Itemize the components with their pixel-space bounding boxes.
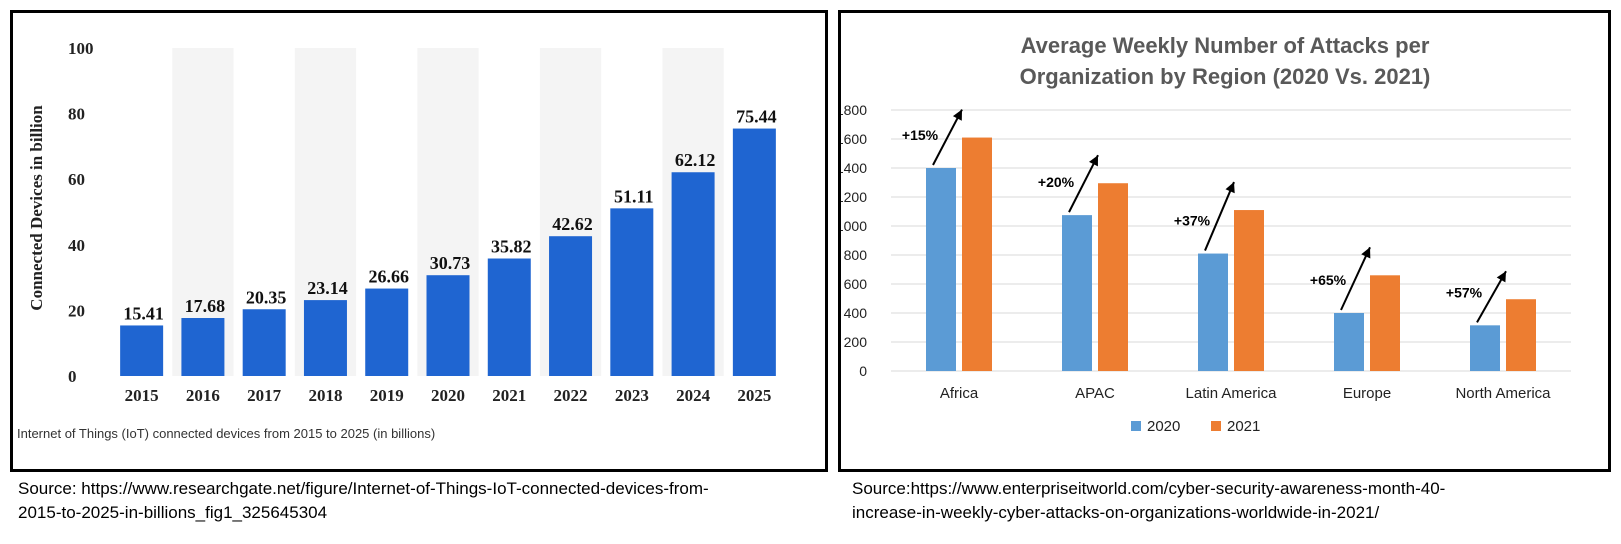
iot-chart-caption: Internet of Things (IoT) connected devic… [17, 426, 435, 441]
iot-value-label: 23.14 [307, 278, 348, 298]
iot-value-label: 20.35 [246, 287, 287, 307]
iot-value-label: 51.11 [614, 186, 654, 206]
iot-y-tick-label: 80 [68, 105, 85, 124]
iot-bar-2023 [610, 208, 654, 376]
attacks-x-tick-label: Africa [940, 385, 979, 402]
increase-arrow-head [1225, 182, 1235, 194]
iot-y-axis-label: Connected Devices in billion [27, 105, 46, 311]
iot-y-tick-label: 40 [68, 236, 85, 255]
attacks-y-tick-label: 400 [844, 305, 868, 321]
legend-label-2020: 2020 [1147, 418, 1180, 435]
attacks-bar-2020-1 [1062, 215, 1092, 371]
attacks-bar-2021-4 [1506, 299, 1536, 371]
increase-arrow-head [1361, 247, 1371, 259]
iot-y-tick-label: 100 [68, 39, 94, 58]
iot-x-tick-label: 2019 [370, 386, 404, 405]
increase-arrow [932, 109, 963, 166]
iot-bar-2018 [303, 300, 347, 376]
increase-arrow-head [1089, 155, 1098, 167]
attacks-x-tick-label: North America [1455, 385, 1551, 402]
iot-value-label: 17.68 [185, 296, 226, 316]
iot-y-tick-label: 0 [68, 367, 77, 386]
attacks-bar-2021-0 [962, 137, 992, 371]
attacks-bar-2020-0 [926, 168, 956, 371]
iot-value-label: 35.82 [491, 237, 532, 257]
iot-bar-2016 [181, 318, 225, 376]
attacks-x-tick-label: APAC [1075, 385, 1115, 402]
iot-bar-2017 [242, 309, 286, 376]
attacks-y-tick-label: 1200 [841, 189, 867, 205]
iot-value-label: 15.41 [123, 303, 164, 323]
iot-x-tick-label: 2024 [676, 386, 711, 405]
attacks-y-tick-label: 200 [844, 334, 868, 350]
increase-arrow [1068, 154, 1099, 213]
attacks-y-tick-label: 1800 [841, 102, 867, 118]
iot-x-tick-label: 2015 [125, 386, 159, 405]
attacks-increase-label: +20% [1038, 174, 1075, 190]
iot-x-tick-label: 2020 [431, 386, 465, 405]
attacks-bar-2021-2 [1234, 210, 1264, 371]
increase-arrow-head [1496, 271, 1506, 283]
attacks-y-tick-label: 1400 [841, 160, 867, 176]
legend-swatch-2021 [1211, 421, 1221, 431]
iot-x-tick-label: 2017 [247, 386, 282, 405]
iot-value-label: 26.66 [368, 267, 409, 287]
iot-value-label: 75.44 [736, 107, 777, 127]
iot-chart-panel: 0 20 40 60 80 100 15.41 17.68 20.35 23.14 26.66 30… [10, 10, 828, 472]
iot-value-label: 30.73 [430, 253, 471, 273]
iot-value-label: 42.62 [552, 214, 593, 234]
left-source-citation: Source: https://www.researchgate.net/fig… [18, 479, 709, 522]
attacks-chart: Average Weekly Number of Attacks per Org… [841, 33, 1571, 435]
attacks-x-tick-label: Latin America [1186, 385, 1278, 402]
attacks-y-tick-label: 1000 [841, 218, 867, 234]
attacks-increase-label: +57% [1446, 284, 1483, 300]
iot-x-tick-label: 2021 [492, 386, 526, 405]
legend-swatch-2020 [1131, 421, 1141, 431]
attacks-y-tick-label: 800 [844, 247, 868, 263]
attacks-y-tick-label: 600 [844, 276, 868, 292]
iot-x-tick-label: 2023 [615, 386, 649, 405]
increase-arrow-head [952, 109, 962, 121]
iot-y-tick-label: 60 [68, 170, 85, 189]
iot-bar-2021 [487, 258, 531, 376]
attacks-increase-label: +37% [1174, 213, 1211, 229]
iot-chart: 0 20 40 60 80 100 15.41 17.68 20.35 23.14 26.66 30… [17, 39, 777, 441]
right-source-citation: Source:https://www.enterpriseitworld.com… [852, 479, 1446, 522]
increase-arrow [1340, 246, 1371, 311]
iot-bar-2015 [120, 325, 164, 376]
attacks-chart-title-line-1: Average Weekly Number of Attacks per [1021, 33, 1430, 58]
iot-bar-2020 [426, 275, 470, 376]
iot-bar-2022 [549, 236, 593, 376]
attacks-bar-2020-3 [1334, 313, 1364, 371]
attacks-bar-2021-3 [1370, 275, 1400, 371]
increase-arrow [1204, 181, 1235, 251]
iot-x-tick-label: 2018 [308, 386, 342, 405]
legend-label-2021: 2021 [1227, 418, 1260, 435]
attacks-increase-label: +65% [1310, 272, 1347, 288]
attacks-y-tick-label: 1600 [841, 131, 867, 147]
attacks-chart-title-line-2: Organization by Region (2020 Vs. 2021) [1020, 64, 1431, 89]
attacks-bar-2021-1 [1098, 183, 1128, 371]
iot-bar-2019 [365, 288, 409, 376]
iot-value-label: 62.12 [675, 150, 716, 170]
attacks-x-tick-label: Europe [1343, 385, 1391, 402]
iot-bar-2025 [732, 128, 776, 376]
iot-x-tick-label: 2022 [554, 386, 588, 405]
iot-x-tick-label: 2016 [186, 386, 220, 405]
iot-bar-2024 [671, 172, 715, 376]
attacks-bar-2020-4 [1470, 325, 1500, 371]
attacks-y-tick-label: 0 [859, 363, 867, 379]
iot-y-tick-label: 20 [68, 301, 85, 320]
attacks-bar-2020-2 [1198, 253, 1228, 371]
attacks-increase-label: +15% [902, 127, 939, 143]
attacks-chart-panel: Average Weekly Number of Attacks per Org… [838, 10, 1611, 472]
iot-x-tick-label: 2025 [737, 386, 771, 405]
